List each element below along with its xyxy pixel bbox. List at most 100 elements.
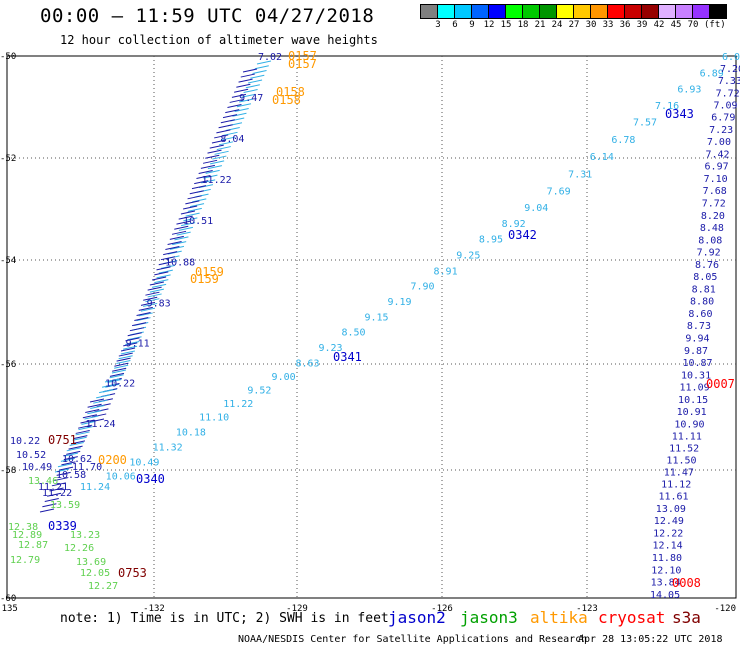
swh-value: 7.68 (703, 186, 727, 197)
steep-track-hatch (112, 367, 127, 372)
steep-track-hatch (205, 169, 220, 174)
swh-value: 10.52 (16, 450, 46, 461)
swh-value: 8.08 (698, 235, 722, 246)
steep-track-hatch (185, 212, 200, 217)
steep-track-hatch (176, 220, 191, 225)
swh-value: 11.24 (85, 419, 115, 430)
swh-value: 8.63 (295, 358, 319, 369)
longitude-label: -123 (576, 604, 598, 614)
swh-value: 8.60 (688, 309, 712, 320)
steep-track-hatch (167, 240, 182, 245)
swh-value: 7.92 (697, 248, 721, 259)
swh-value: 9.83 (147, 298, 171, 309)
steep-track-hatch (172, 241, 187, 246)
steep-track-hatch (99, 389, 114, 394)
steep-track-hatch (78, 426, 93, 431)
swh-value: 7.00 (707, 137, 731, 148)
steep-track-hatch (77, 424, 93, 429)
swh-value: 8.05 (693, 272, 717, 283)
steep-track-hatch (85, 408, 100, 413)
steep-track-hatch (89, 398, 105, 403)
steep-track-hatch (80, 419, 95, 424)
steep-track-hatch (242, 68, 258, 73)
steep-track-hatch (241, 93, 256, 98)
swh-value: 11.22 (202, 175, 232, 186)
steep-track-hatch (238, 78, 253, 83)
steep-track-hatch (42, 503, 57, 508)
swh-value: 7.20 (720, 64, 740, 75)
steep-track-hatch (151, 283, 167, 288)
steep-track-hatch (104, 378, 120, 383)
steep-track-hatch (96, 394, 111, 399)
steep-track-hatch (72, 436, 87, 441)
mission-legend-entry: altika (530, 608, 588, 627)
steep-track-hatch (66, 447, 81, 452)
swh-value: 11.52 (669, 443, 699, 454)
legend-tick-label: 3 (435, 20, 441, 30)
steep-track-hatch (183, 217, 198, 222)
steep-track-hatch (234, 88, 249, 93)
steep-track-hatch (70, 440, 86, 445)
swh-value: 11.70 (72, 462, 102, 473)
steep-track-hatch (218, 124, 233, 129)
steep-track-hatch (169, 235, 184, 240)
units-note: note: 1) Time is in UTC; 2) SWH is in fe… (60, 611, 389, 626)
swh-value: 10.58 (56, 470, 86, 481)
steep-track-hatch (171, 230, 187, 235)
pass-time-label: 0342 (508, 228, 537, 242)
swh-value: 9.19 (388, 297, 412, 308)
swh-value: 8.48 (700, 223, 724, 234)
pass-time-label: 0339 (48, 519, 77, 533)
legend-swatch (709, 4, 727, 19)
swh-value: 9.04 (524, 203, 548, 214)
steep-track-hatch (183, 205, 198, 210)
steep-track-hatch (111, 369, 127, 374)
steep-track-hatch (123, 342, 138, 347)
steep-track-hatch (63, 452, 78, 457)
steep-track-hatch (145, 291, 160, 296)
legend-tick-label: 9 (469, 20, 475, 30)
swh-value: 12.05 (80, 568, 110, 579)
steep-track-hatch (210, 160, 225, 165)
swh-value: 9.00 (272, 372, 296, 383)
swh-value: 10.15 (678, 395, 708, 406)
swh-value: 11.12 (661, 480, 691, 491)
swh-value: 12.14 (653, 541, 683, 552)
steep-track-hatch (114, 364, 129, 369)
credit-line: NOAA/NESDIS Center for Satellite Applica… (238, 634, 588, 645)
pass-time-label: 0159 (195, 265, 224, 279)
steep-track-hatch (39, 508, 55, 513)
longitude-label: -135 (0, 604, 18, 614)
pass-time-label: 0753 (118, 566, 147, 580)
steep-track-hatch (196, 175, 211, 180)
legend-ticks: 3 6 9 12 15 18 21 24 27 30 33 36 39 42 45 70 (ft) (420, 20, 726, 32)
swh-value: 12.26 (64, 543, 94, 554)
swh-value: 9.52 (247, 386, 271, 397)
steep-track-hatch (87, 410, 102, 415)
swh-value: 10.88 (165, 257, 195, 268)
steep-track-hatch (90, 404, 105, 409)
steep-track-hatch (220, 119, 235, 124)
steep-track-hatch (93, 399, 108, 404)
swh-value: 12.27 (88, 581, 118, 592)
steep-track-hatch (122, 345, 138, 350)
swh-value: 8.20 (701, 211, 725, 222)
legend-tick-label: 12 (483, 20, 495, 30)
swh-value: 12.49 (654, 516, 684, 527)
pass-time-label: 0159 (190, 272, 219, 286)
steep-track-hatch (107, 379, 122, 383)
steep-track-hatch (138, 312, 153, 317)
steep-track-hatch (211, 139, 227, 144)
steep-track-hatch (154, 279, 169, 284)
steep-track-hatch (231, 93, 247, 98)
latitude-label: -52 (0, 154, 16, 164)
color-swatches (420, 4, 727, 19)
steep-track-hatch (174, 236, 189, 241)
swh-value: 10.90 (674, 419, 704, 430)
legend-tick-label: 24 (551, 20, 563, 30)
swh-value: 7.57 (633, 118, 657, 129)
steep-track-hatch (54, 477, 69, 482)
pass-time-label: 0158 (272, 93, 301, 107)
swh-value: 6.02 (722, 52, 740, 63)
generated-timestamp: Apr 28 13:05:22 UTC 2018 (578, 634, 723, 645)
